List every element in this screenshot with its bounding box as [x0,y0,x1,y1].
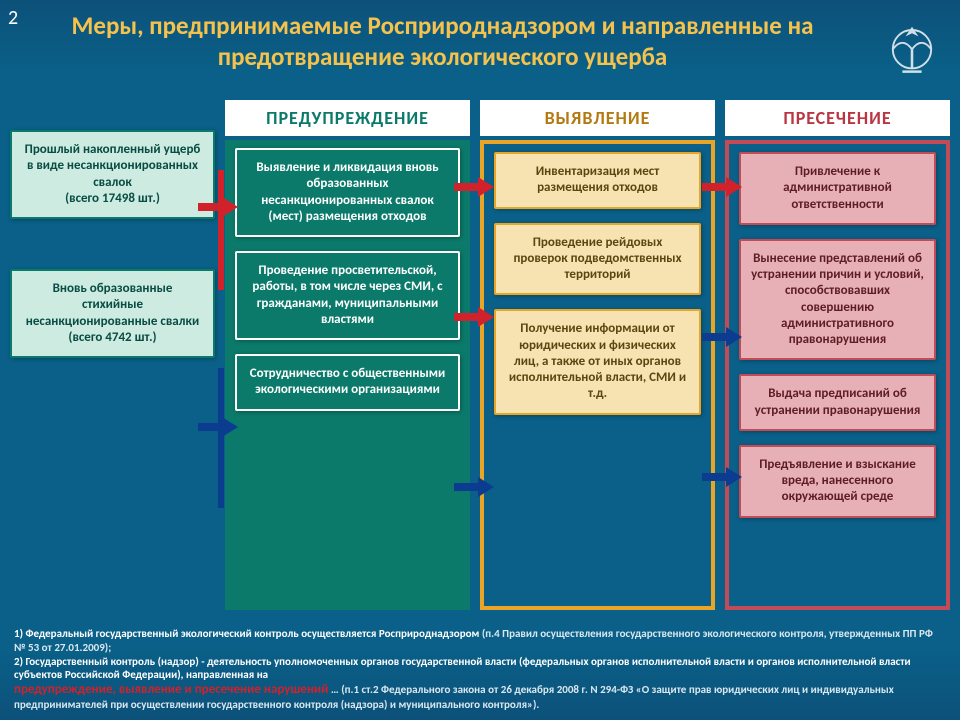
footnote-highlight: предупреждение, выявление и пресечение н… [14,682,328,697]
slide: 2 Меры, предпринимаемые Росприроднадзоро… [0,0,960,720]
flow-line [218,368,224,508]
col-detection: ВЫЯВЛЕНИЕ Инвентаризация мест размещения… [480,100,715,610]
columns-area: Прошлый накопленный ущерб в виде несанкц… [10,100,950,610]
left-card-1: Прошлый накопленный ущерб в виде несанкц… [10,130,215,219]
col-header-prevention: ПРЕДУПРЕЖДЕНИЕ [225,100,470,136]
green-card-1: Выявление и ликвидация вновь образованны… [235,148,460,237]
yellow-card-2: Проведение рейдовых проверок подведомств… [494,223,701,296]
arrow-icon [702,180,742,194]
col-suppression: ПРЕСЕЧЕНИЕ Привлечение к административно… [725,100,950,610]
col-body-detection: Инвентаризация мест размещения отходов П… [480,140,715,610]
slide-title: Меры, предпринимаемые Росприроднадзором … [15,10,870,73]
red-card-3: Выдача предписаний об устранении правона… [739,374,936,431]
emblem-icon [880,14,944,78]
arrow-icon [454,180,494,194]
col-prevention: ПРЕДУПРЕЖДЕНИЕ Выявление и ликвидация вн… [225,100,470,610]
left-card-2: Вновь образованные стихийные несанкциони… [10,269,215,358]
arrow-icon [702,470,742,484]
footnote: 1) Федеральный государственный экологиче… [14,627,946,712]
col-header-suppression: ПРЕСЕЧЕНИЕ [725,100,950,136]
yellow-card-1: Инвентаризация мест размещения отходов [494,152,701,209]
arrow-icon [454,310,494,324]
red-card-4: Предъявление и взыскание вреда, нанесенн… [739,445,936,518]
footnote2-bold: 2) Государственный контроль (надзор) - д… [14,655,911,682]
arrow-icon [454,480,494,494]
yellow-card-3: Получение информации от юридических и фи… [494,309,701,414]
green-card-2: Проведение просветительской, работы, в т… [235,251,460,340]
col-header-detection: ВЫЯВЛЕНИЕ [480,100,715,136]
arrow-icon [198,200,238,214]
green-card-3: Сотрудничество с общественными экологиче… [235,354,460,411]
arrow-icon [198,420,238,434]
arrow-icon [702,330,742,344]
col-body-prevention: Выявление и ликвидация вновь образованны… [225,140,470,610]
col-body-suppression: Привлечение к административной ответстве… [725,140,950,610]
footnote1-bold: 1) Федеральный государственный экологиче… [14,627,482,640]
red-card-2: Вынесение представлений об устранении пр… [739,239,936,361]
input-column: Прошлый накопленный ущерб в виде несанкц… [10,100,215,610]
flow-line [218,170,224,290]
red-card-1: Привлечение к административной ответстве… [739,152,936,225]
